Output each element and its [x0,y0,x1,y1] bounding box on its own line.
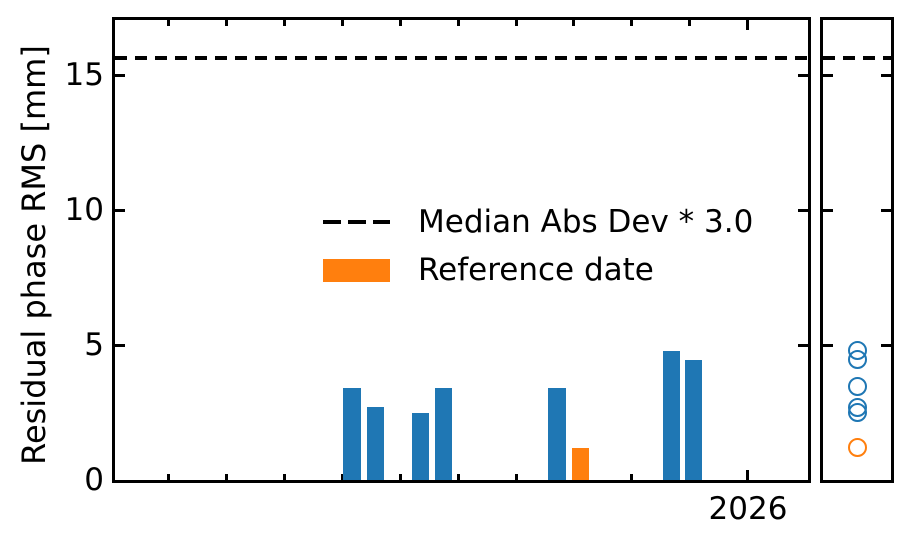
x-tick [514,20,518,26]
y-tick [823,73,833,77]
legend-item-reference-date: Reference date [323,246,753,294]
x-tick [282,20,286,26]
x-tick [166,20,170,26]
bar-rms [343,388,361,480]
y-tick [881,343,891,347]
bar-rms [366,407,385,480]
main-plot-area: Median Abs Dev * 3.0 Reference date 2026… [65,20,808,527]
distribution-point-rms [847,403,867,423]
y-tick [798,208,808,212]
y-tick [881,73,891,77]
main-plot-frame: Median Abs Dev * 3.0 Reference date 2026… [65,17,811,527]
y-tick [798,343,808,347]
y-tick [115,73,125,77]
bar-rms [684,359,703,480]
x-tick [340,20,344,26]
bar-rms [548,388,566,480]
y-tick [823,208,833,212]
legend-label-reference-date: Reference date [418,252,654,288]
threshold-dashed-line [115,56,808,60]
bar-rms [434,388,452,480]
legend-label-median-abs-dev: Median Abs Dev * 3.0 [418,204,754,240]
x-tick [282,474,286,480]
y-tick [881,208,891,212]
y-tick [823,343,833,347]
x-tick [746,470,750,480]
y-tick [115,343,125,347]
x-tick [224,474,228,480]
x-tick [340,474,344,480]
bar-reference [571,447,590,480]
x-tick [630,474,634,480]
y-tick-label: 15 [64,57,104,94]
x-tick [630,20,634,26]
x-tick [456,474,460,480]
x-tick [572,20,576,26]
y-tick-label: 10 [64,192,104,229]
x-tick [224,20,228,26]
legend-patch-sample [323,258,390,282]
x-tick [166,474,170,480]
y-tick-label: 5 [84,327,104,364]
distribution-point-rms [847,350,867,370]
legend: Median Abs Dev * 3.0 Reference date [323,198,753,294]
x-tick-label: 2026 [708,491,788,527]
legend-item-median-abs-dev: Median Abs Dev * 3.0 [323,198,753,246]
bar-rms [663,350,681,480]
threshold-dashed-line [823,56,891,60]
bar-rms [411,412,430,480]
distribution-point-reference [847,438,867,458]
y-tick-label: 0 [84,462,104,498]
distribution-point-rms [847,377,867,397]
x-tick [746,20,750,30]
x-tick [514,474,518,480]
y-tick [798,73,808,77]
x-tick [456,20,460,26]
x-tick [398,20,402,26]
x-tick [398,474,402,480]
y-tick [115,208,125,212]
legend-dashed-line-sample [323,220,390,224]
side-plot-frame [820,17,894,483]
side-plot-area [823,20,891,480]
x-tick [688,20,692,26]
